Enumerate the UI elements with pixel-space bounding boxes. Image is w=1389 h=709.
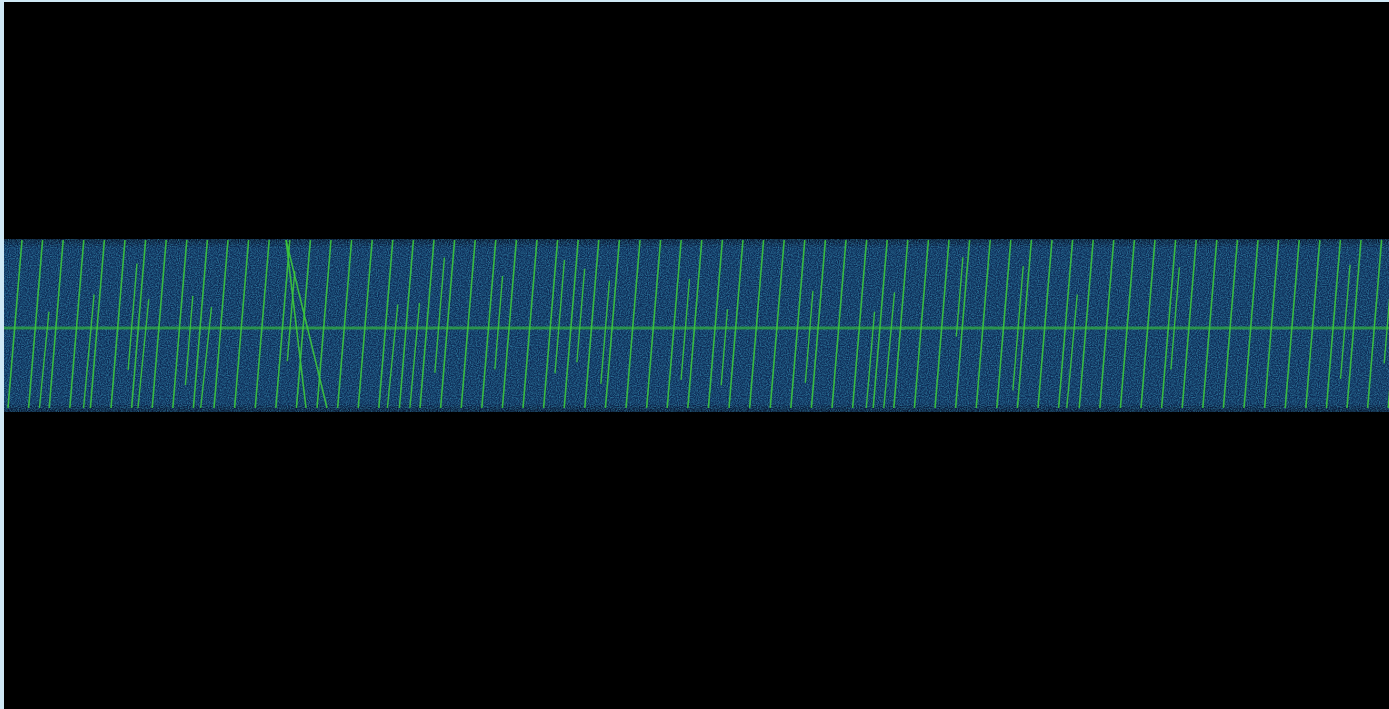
page-body: (() => { const g = document.getElementBy… [0,0,1389,709]
page: {} html, body { margin: 0; padding: 0; w… [0,0,1389,709]
band-noise [4,239,1389,412]
spectrogram-view [4,2,1389,709]
